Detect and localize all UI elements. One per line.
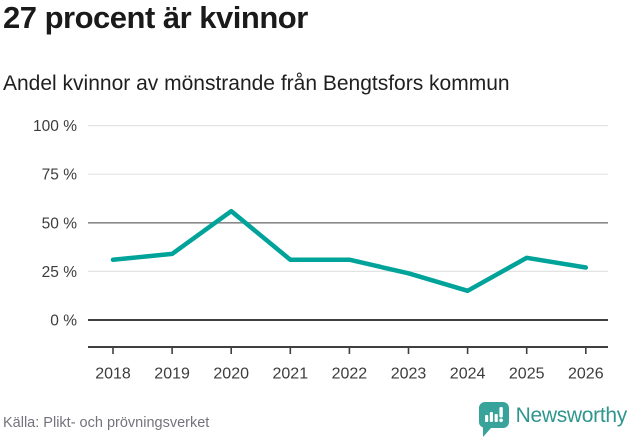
chart-title: 27 procent är kvinnor	[3, 0, 308, 35]
x-tick-label: 2020	[213, 366, 249, 383]
x-tick-label: 2026	[568, 366, 604, 383]
x-tick-label: 2018	[95, 366, 131, 383]
x-tick-label: 2024	[450, 366, 486, 383]
y-tick-label: 50 %	[42, 215, 78, 232]
brand-name: Newsworthy	[515, 404, 628, 427]
x-tick-label: 2019	[154, 366, 190, 383]
x-tick-label: 2025	[509, 366, 545, 383]
data-line-andel-kvinnor	[110, 208, 589, 294]
logo-bar-chart-glyph	[484, 407, 503, 423]
newsworthy-brand: Newsworthy	[478, 402, 628, 438]
line-chart: 0 % 25 % 50 % 75 % 100 % 2018 2019 2020 2021 2022…	[0, 108, 631, 403]
chart-subtitle: Andel kvinnor av mönstrande från Bengtsf…	[3, 72, 510, 95]
y-tick-label: 75 %	[42, 167, 78, 184]
x-tick-label: 2021	[273, 366, 309, 383]
logo-speech-bubble	[478, 402, 509, 437]
x-tick-label: 2022	[332, 366, 368, 383]
x-tick-label: 2023	[391, 366, 427, 383]
source-note: Källa: Plikt- och prövningsverket	[3, 415, 210, 431]
y-tick-label: 25 %	[42, 264, 78, 281]
y-tick-label: 100 %	[33, 118, 77, 135]
newsworthy-logo-icon	[478, 402, 509, 437]
chart-canvas: 0 % 25 % 50 % 75 % 100 % 2018 2019 2020 2021 2022…	[33, 118, 608, 383]
y-tick-label: 0 %	[50, 313, 77, 330]
